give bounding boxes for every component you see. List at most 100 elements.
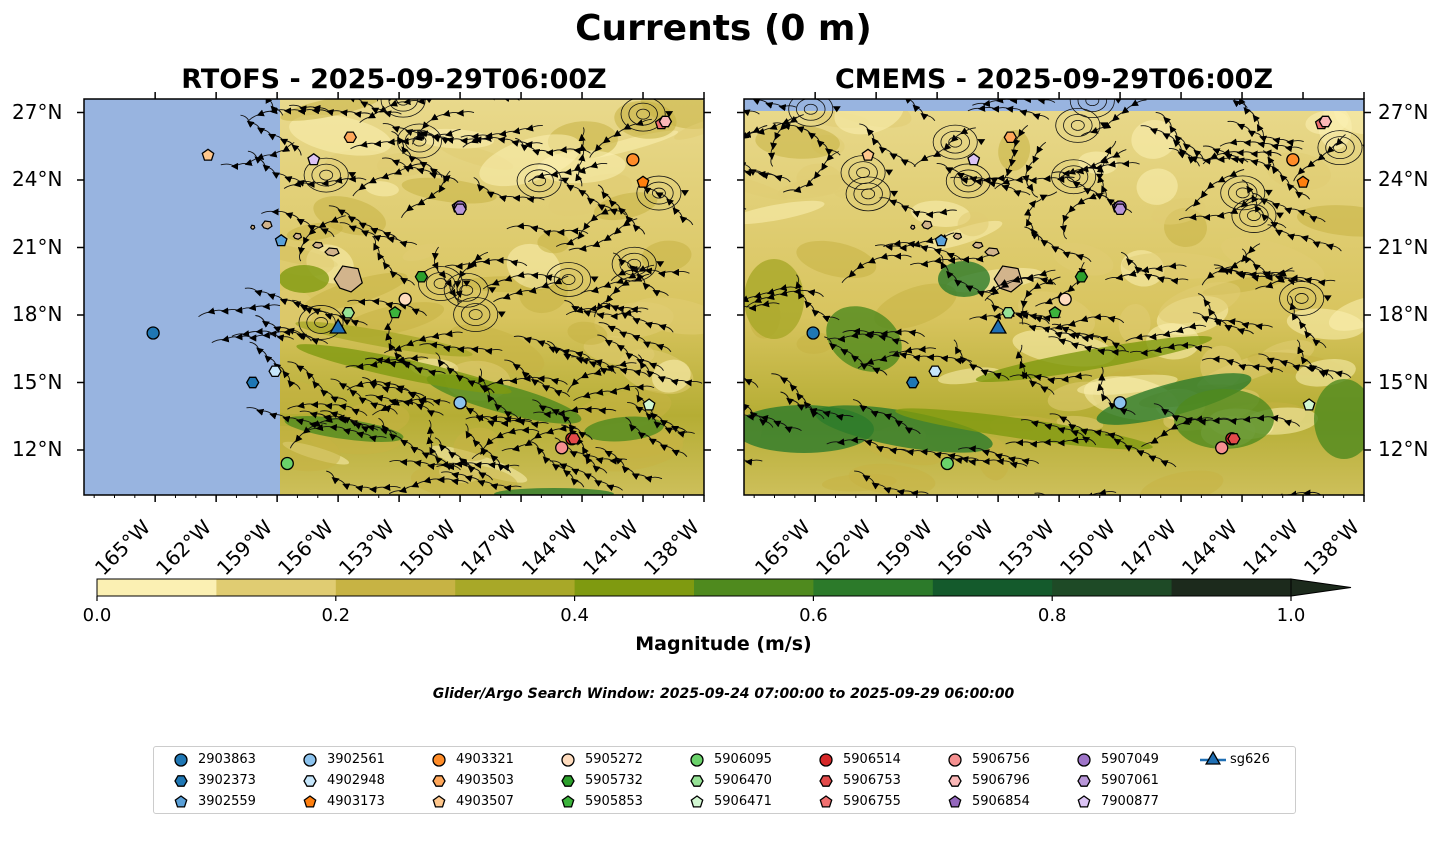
speed-patch	[1140, 470, 1224, 495]
streamline	[1022, 141, 1047, 198]
cmems-ticks	[737, 92, 1371, 502]
streamline	[1289, 295, 1327, 349]
streamline	[1049, 413, 1124, 440]
streamline	[601, 302, 674, 333]
streamline	[889, 351, 973, 365]
streamline	[493, 275, 569, 303]
legend-item-5906854: 5906854	[948, 794, 1030, 809]
streamline	[547, 340, 617, 375]
streamline-arrow	[1275, 212, 1284, 219]
streamline	[482, 271, 562, 290]
streamline	[345, 354, 429, 371]
legend-item-7900877: 7900877	[1077, 794, 1159, 809]
float-5905732	[414, 270, 429, 283]
streamline	[1185, 169, 1245, 212]
eddie-ring	[1220, 175, 1266, 211]
cmems-floats	[806, 115, 1333, 471]
float-4903503	[1003, 131, 1018, 144]
colorbar-segment	[455, 579, 576, 596]
hexagon-marker-icon	[432, 775, 446, 787]
eddie-ring	[628, 102, 658, 126]
legend-item-5906756: 5906756	[948, 752, 1030, 767]
eddie-ring	[433, 278, 448, 289]
colorbar-label: Magnitude (m/s)	[635, 633, 812, 655]
speed-patch	[402, 243, 441, 262]
legend-marker	[819, 753, 833, 767]
legend-item-5907061: 5907061	[1077, 773, 1159, 788]
speed-patch	[1296, 205, 1364, 237]
eddie-ring	[1069, 99, 1115, 119]
hexagon-marker-icon	[561, 775, 575, 787]
legend-label: 5905853	[585, 794, 643, 809]
circle-marker-icon	[1077, 753, 1091, 767]
legend-label: 5906756	[972, 752, 1030, 767]
legend-label: 5905272	[585, 752, 643, 767]
eddie-ring	[1294, 293, 1309, 304]
legend-item-3902559: 3902559	[174, 794, 256, 809]
legend-marker	[948, 775, 962, 787]
eddie-ring	[1286, 287, 1317, 310]
legend-marker	[303, 775, 317, 787]
legend-label: sg626	[1230, 752, 1270, 767]
streamline	[1202, 145, 1279, 172]
streamline	[532, 399, 593, 441]
speed-patch	[744, 200, 825, 225]
streamline	[1009, 371, 1093, 385]
eddie-ring	[1051, 159, 1097, 195]
float-4903173	[636, 175, 650, 188]
legend-marker	[690, 775, 704, 787]
legend-label: 5906095	[714, 752, 772, 767]
legend-marker	[1204, 750, 1222, 765]
colorbar-segment	[813, 579, 934, 596]
streamline	[883, 239, 962, 261]
streamline	[1251, 489, 1321, 495]
streamline	[979, 269, 1056, 295]
streamline	[589, 118, 652, 158]
streamline	[824, 336, 888, 376]
eddie-ring	[298, 305, 344, 340]
float-3902373	[245, 376, 260, 389]
eddie-ring	[652, 187, 666, 199]
float-5906095	[940, 456, 954, 471]
float-3902561	[1113, 396, 1127, 410]
legend-marker	[948, 795, 962, 808]
eddie-ring	[553, 268, 584, 291]
lat-label-right: 24°N	[1378, 167, 1429, 191]
streamline	[391, 130, 443, 178]
streamline	[473, 177, 545, 204]
streamline-arrow	[441, 138, 450, 145]
streamline	[530, 441, 585, 488]
colorbar	[96, 578, 1352, 601]
float-4902948	[928, 365, 942, 378]
legend-label: 5907049	[1101, 752, 1159, 767]
colorbar-segment	[1052, 579, 1173, 596]
legend-item-5907049: 5907049	[1077, 752, 1159, 767]
streamline	[1034, 488, 1117, 495]
streamline-arrow	[680, 190, 689, 197]
streamline-arrow	[561, 177, 570, 184]
eddie-ring	[1085, 99, 1100, 107]
streamline	[883, 99, 936, 122]
streamline	[457, 404, 532, 427]
speed-patch	[834, 187, 900, 202]
speed-band	[279, 265, 329, 293]
eddie-ring	[803, 103, 818, 115]
speed-patch	[674, 117, 704, 140]
streamline	[419, 341, 503, 355]
pentagon-marker-icon	[1077, 795, 1091, 808]
pentagon-marker-icon	[690, 795, 704, 808]
figure-title: Currents (0 m)	[575, 8, 872, 49]
pentagon-marker-icon	[174, 795, 188, 808]
float-5906471	[642, 398, 656, 411]
legend-item-4902948: 4902948	[303, 773, 385, 788]
streamline	[1178, 196, 1253, 221]
pentagon-marker-icon	[819, 795, 833, 808]
legend-item-4903503: 4903503	[432, 773, 514, 788]
float-3902559	[274, 233, 288, 247]
legend-item-5905853: 5905853	[561, 794, 643, 809]
float-sg626	[329, 318, 348, 334]
legend-label: 4903321	[456, 752, 514, 767]
eddie-ring	[516, 163, 562, 199]
streamline	[1201, 243, 1261, 286]
